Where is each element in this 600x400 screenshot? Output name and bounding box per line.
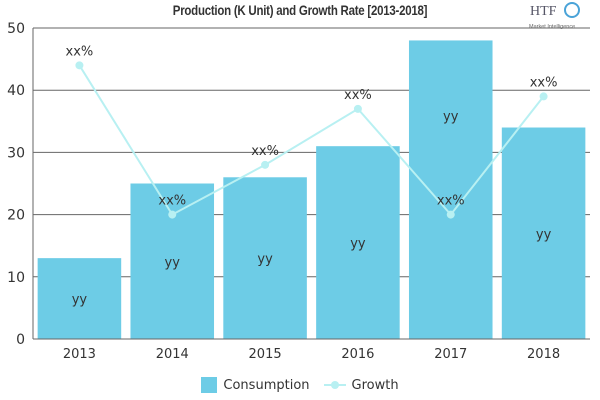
growth-line [78, 64, 545, 217]
growth-point-2017 [446, 210, 455, 219]
bar-2017 [408, 40, 493, 339]
growth-data-label: xx% [344, 88, 372, 103]
x-tick-label: 2017 [434, 347, 467, 362]
y-tick-label: 50 [7, 21, 25, 37]
growth-point-2016 [353, 104, 362, 113]
growth-point-2013 [75, 61, 84, 70]
growth-data-label: xx% [251, 144, 279, 159]
bar-data-label: yy [165, 255, 181, 270]
x-tick-label: 2015 [249, 347, 282, 362]
bar-data-label: yy [350, 237, 366, 252]
x-tick-label: 2016 [341, 347, 374, 362]
bar-data-label: yy [443, 110, 459, 125]
growth-data-label: xx% [437, 194, 465, 209]
x-tick-label: 2018 [527, 347, 560, 362]
x-tick-label: 2014 [156, 347, 189, 362]
y-tick-label: 10 [7, 270, 25, 286]
growth-point-2014 [168, 210, 177, 219]
bar-2014 [130, 183, 215, 339]
legend-swatch-growth [323, 380, 346, 390]
growth-point-2018 [539, 92, 548, 101]
legend-label-consumption: Consumption [223, 377, 310, 393]
growth-point-2015 [261, 160, 270, 169]
bar-2018 [501, 127, 586, 340]
growth-data-label: xx% [66, 44, 94, 59]
bar-2016 [316, 146, 400, 339]
htf-logo: HTF Market Intelligence [529, 2, 580, 30]
bar-2015 [223, 177, 307, 339]
chart-title: Production (K Unit) and Growth Rate [201… [172, 2, 428, 18]
bar-2013 [37, 258, 122, 339]
svg-text:Market Intelligence: Market Intelligence [529, 24, 575, 30]
legend-label-growth: Growth [351, 377, 399, 393]
bar-data-label: yy [72, 293, 88, 308]
bar-data-label: yy [257, 252, 273, 267]
bar-data-label: yy [536, 227, 552, 242]
y-tick-label: 40 [7, 83, 25, 99]
y-tick-label: 20 [7, 208, 25, 224]
y-tick-label: 0 [16, 332, 25, 348]
growth-data-label: xx% [530, 75, 558, 90]
legend-swatch-consumption [201, 377, 218, 393]
growth-data-label: xx% [158, 194, 186, 209]
svg-text:HTF: HTF [530, 4, 557, 19]
y-tick-label: 30 [7, 145, 25, 161]
x-tick-label: 2013 [63, 347, 96, 362]
legend: Consumption Growth [0, 377, 600, 393]
